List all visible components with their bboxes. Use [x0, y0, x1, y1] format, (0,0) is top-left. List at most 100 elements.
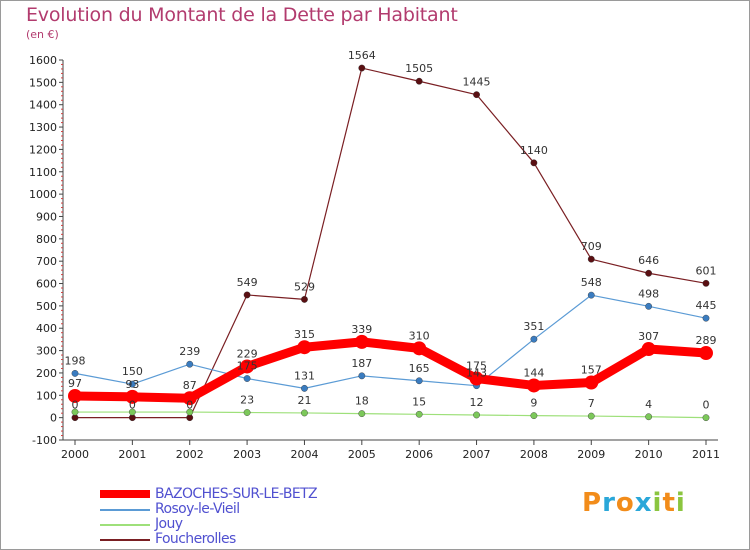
data-point [584, 375, 599, 390]
data-point [469, 371, 484, 386]
data-point [530, 335, 538, 343]
y-tick-label: 300 [36, 345, 57, 358]
data-point [243, 291, 251, 299]
data-label: 1445 [463, 76, 491, 89]
data-label: 93 [125, 378, 139, 391]
data-point [415, 410, 423, 418]
data-point [415, 77, 423, 85]
series-line [74, 67, 707, 419]
y-tick-label: 1200 [29, 143, 57, 156]
data-label: 1564 [348, 49, 376, 62]
data-point [354, 334, 369, 349]
x-tick-label: 2005 [348, 448, 376, 461]
x-tick-label: 2011 [692, 448, 720, 461]
data-point [186, 360, 194, 368]
x-tick-label: 2009 [577, 448, 605, 461]
legend-item-jouy[interactable]: Jouy [100, 516, 400, 532]
data-label: 548 [581, 276, 602, 289]
legend-label-jouy: Jouy [155, 516, 183, 532]
x-tick-label: 2008 [520, 448, 548, 461]
data-label: 187 [351, 357, 372, 370]
data-label: 21 [297, 394, 311, 407]
data-point [587, 412, 595, 420]
data-point [587, 291, 595, 299]
y-tick-label: 500 [36, 300, 57, 313]
data-label: 157 [581, 364, 602, 377]
data-label: 9 [530, 397, 537, 410]
y-tick-label: 0 [50, 412, 57, 425]
y-tick-label: 1000 [29, 188, 57, 201]
y-tick-label: 1300 [29, 121, 57, 134]
data-point [358, 410, 366, 418]
data-label: 307 [638, 330, 659, 343]
brand-logo: Proxiti [582, 488, 686, 518]
data-point [186, 408, 194, 416]
data-label: 12 [470, 396, 484, 409]
data-point [358, 372, 366, 380]
y-tick-label: 100 [36, 389, 57, 402]
data-label: 339 [351, 323, 372, 336]
brand-letter: r [602, 488, 616, 518]
data-point [128, 380, 136, 388]
y-tick-label: 1600 [29, 54, 57, 67]
x-tick-label: 2000 [61, 448, 89, 461]
legend-swatch-rosoy [100, 509, 150, 511]
data-point [71, 408, 79, 416]
x-tick-label: 2004 [290, 448, 318, 461]
legend-item-rosoy[interactable]: Rosoy-le-Vieil [100, 501, 400, 517]
x-tick-label: 2007 [463, 448, 491, 461]
y-tick-label: 1100 [29, 166, 57, 179]
data-point [243, 375, 251, 382]
data-label: 289 [696, 334, 717, 347]
y-tick-label: 400 [36, 322, 57, 335]
data-label: 15 [412, 395, 426, 408]
data-point [301, 409, 308, 417]
y-tick-label: 600 [36, 278, 57, 291]
data-point [125, 389, 140, 404]
legend-item-foucherolles[interactable]: Foucherolles [100, 531, 400, 547]
data-label: 18 [355, 395, 369, 408]
data-label: 131 [294, 369, 315, 382]
data-label: 0 [703, 399, 710, 412]
data-label: 549 [237, 276, 258, 289]
data-label: 351 [523, 320, 544, 333]
data-label: 709 [581, 240, 602, 253]
data-label: 143 [466, 367, 487, 380]
data-label: 0 [72, 399, 79, 412]
data-label: 7 [588, 397, 595, 410]
data-label: 1140 [520, 144, 548, 157]
y-tick-label: 200 [36, 367, 57, 380]
data-point [301, 384, 308, 392]
data-point [71, 369, 79, 377]
data-point [297, 340, 312, 355]
y-tick-label: 800 [36, 233, 57, 246]
legend-label-rosoy: Rosoy-le-Vieil [155, 501, 240, 517]
data-label: 229 [237, 347, 258, 360]
data-point [240, 359, 255, 374]
series-line [74, 411, 707, 419]
data-label: 445 [696, 299, 717, 312]
brand-letter: t [662, 488, 676, 518]
data-label: 0 [129, 399, 136, 412]
data-label: 175 [466, 360, 487, 373]
data-point [699, 346, 713, 361]
data-label: 23 [240, 394, 254, 407]
data-label: 601 [696, 264, 717, 277]
series-line [74, 294, 707, 389]
data-point [702, 414, 710, 422]
x-tick-label: 2001 [118, 448, 146, 461]
data-point [530, 159, 538, 167]
data-label: 165 [409, 362, 430, 375]
data-label: 0 [186, 399, 193, 412]
data-point [415, 377, 423, 385]
legend-item-bazoches[interactable]: BAZOCHES-SUR-LE-BETZ [100, 486, 400, 502]
data-label: 310 [409, 329, 430, 342]
data-point [128, 408, 136, 416]
data-label: 144 [523, 366, 544, 379]
x-tick-label: 2003 [233, 448, 261, 461]
brand-letter: i [652, 488, 663, 518]
data-point [645, 413, 653, 421]
data-point [702, 314, 710, 322]
legend-swatch-bazoches [100, 490, 150, 498]
